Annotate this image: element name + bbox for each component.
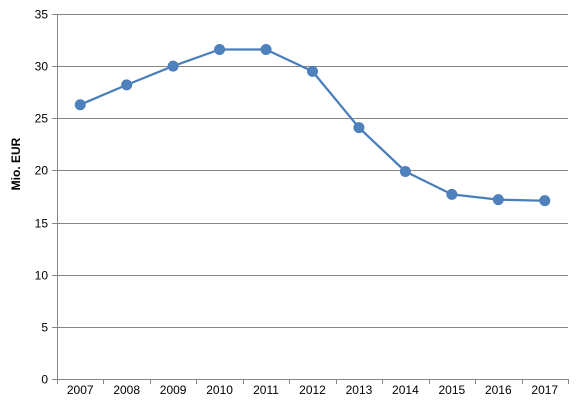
x-tick-label: 2008 <box>113 383 140 397</box>
x-tick-label: 2015 <box>439 383 466 397</box>
y-tick-label: 15 <box>35 217 49 231</box>
data-point <box>260 43 272 55</box>
data-point <box>167 60 179 72</box>
x-tick-label: 2016 <box>485 383 512 397</box>
x-tick-labels: 2007 2008 2009 2010 2011 2012 2013 2014 2015 2016… <box>67 383 559 397</box>
data-point <box>399 165 411 177</box>
y-axis-title: Mio. EUR <box>9 137 23 190</box>
x-tick-label: 2014 <box>392 383 419 397</box>
x-tick-label: 2009 <box>160 383 187 397</box>
y-tick-label: 10 <box>35 269 49 283</box>
y-tick-label: 0 <box>41 373 48 387</box>
data-point <box>214 43 226 55</box>
x-tick-label: 2017 <box>531 383 558 397</box>
y-tick-label: 5 <box>41 321 48 335</box>
x-tick-label: 2012 <box>299 383 326 397</box>
y-tick-label: 25 <box>35 112 49 126</box>
gridlines <box>57 14 568 328</box>
y-tick-label: 35 <box>35 8 49 22</box>
data-point <box>492 194 504 206</box>
x-tick-label: 2011 <box>253 383 279 397</box>
x-tick-label: 2010 <box>206 383 233 397</box>
data-point <box>446 188 458 200</box>
series-layer <box>74 43 551 207</box>
y-tick-label: 30 <box>35 60 49 74</box>
y-tick-labels: 0 5 10 15 20 25 30 35 <box>35 8 49 387</box>
data-point <box>539 195 551 207</box>
x-tick-label: 2013 <box>346 383 373 397</box>
axes <box>52 14 569 384</box>
data-point <box>353 122 365 134</box>
data-point <box>307 65 318 77</box>
y-tick-label: 20 <box>35 164 49 178</box>
data-point <box>121 79 133 91</box>
data-point <box>74 99 86 111</box>
x-tick-label: 2007 <box>67 383 94 397</box>
